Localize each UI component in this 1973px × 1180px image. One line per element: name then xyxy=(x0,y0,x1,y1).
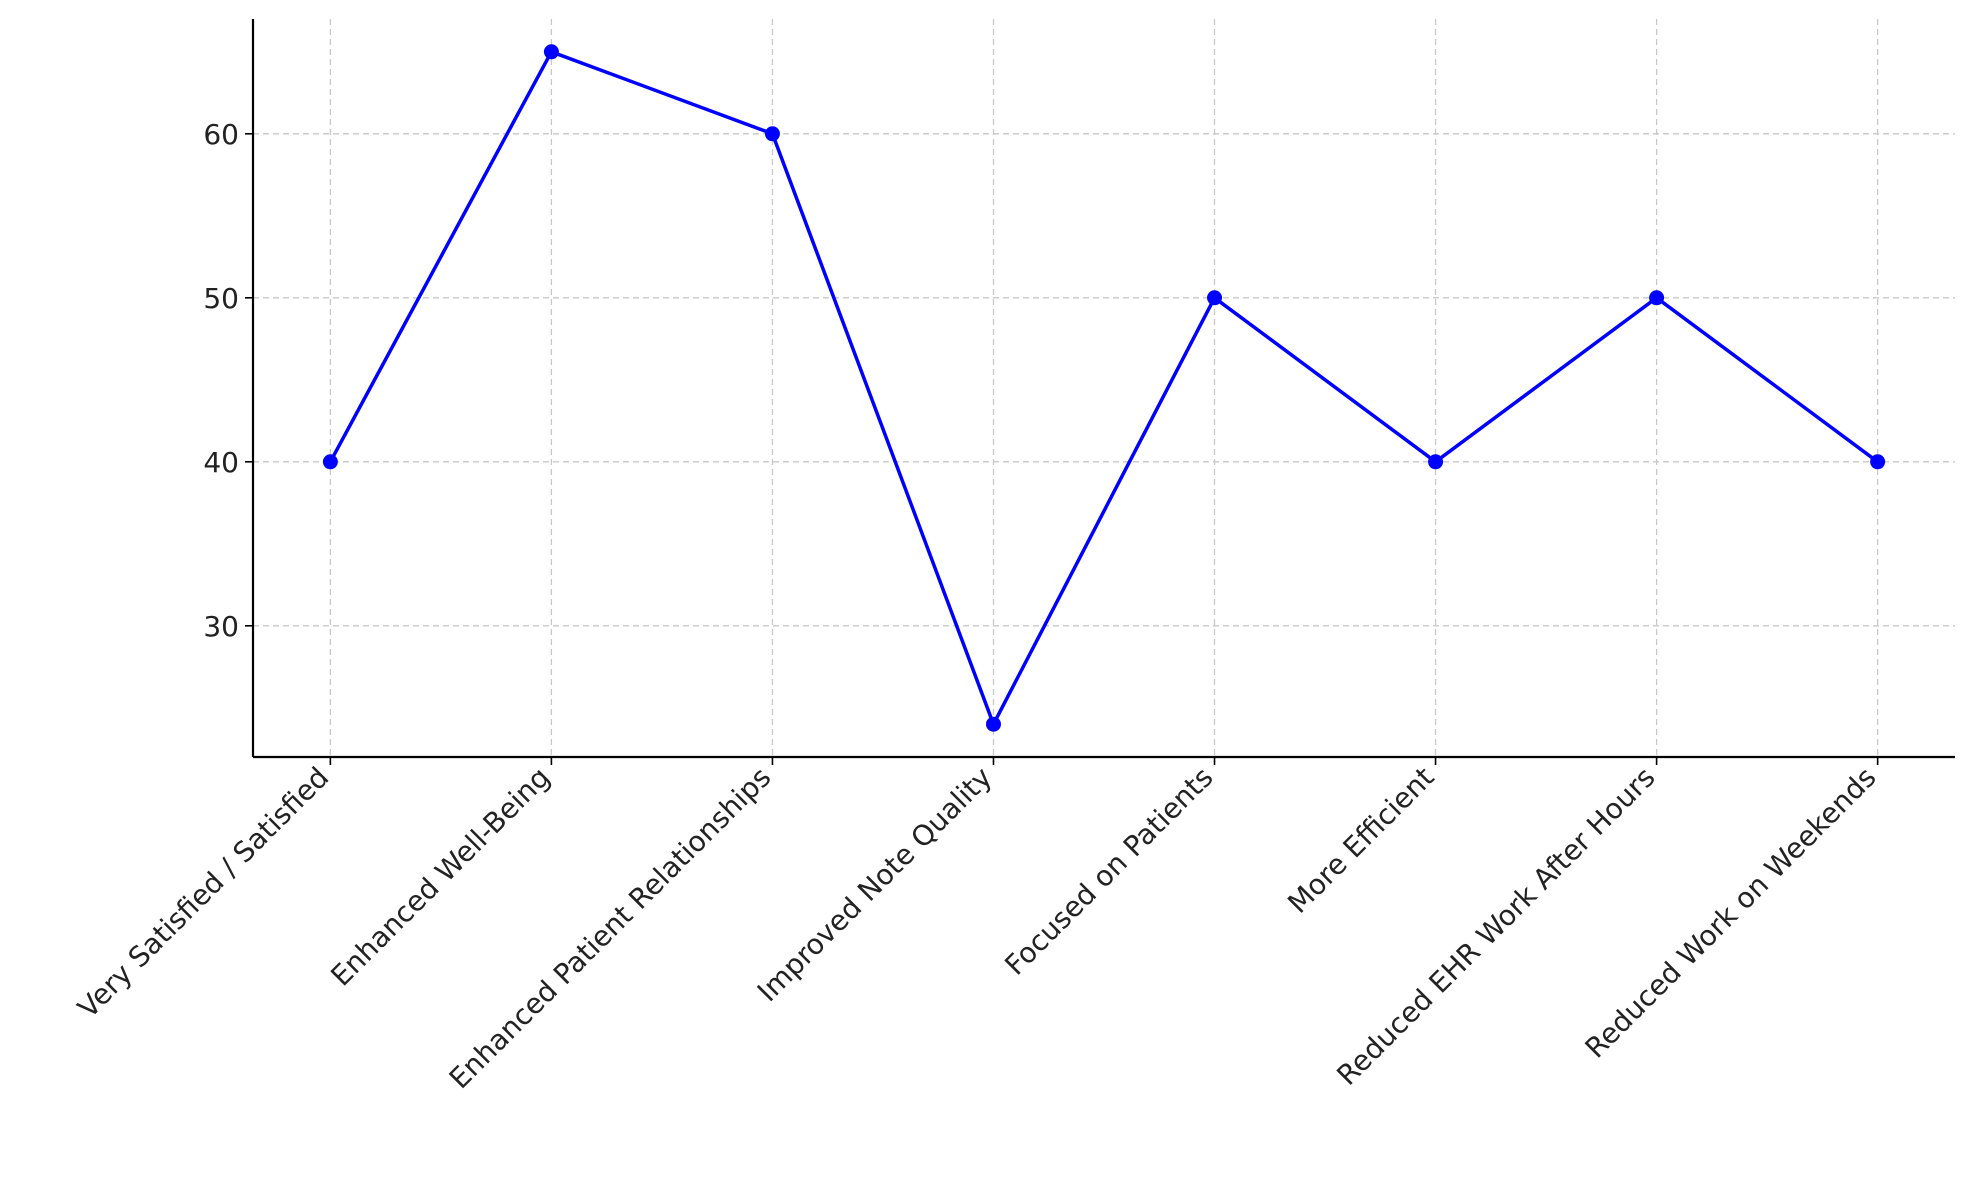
line xyxy=(328,50,1879,726)
grid xyxy=(253,19,1955,757)
x-tick-label: More Efficient xyxy=(1281,761,1440,920)
point xyxy=(1428,454,1444,470)
point xyxy=(985,716,1001,732)
x-tick-label: Enhanced Well-Being xyxy=(324,761,556,993)
y-tick-label: 40 xyxy=(203,446,239,479)
point xyxy=(1207,290,1223,306)
x-tick-label: Improved Note Quality xyxy=(751,761,999,1009)
point xyxy=(1649,290,1665,306)
y-tick-label: 60 xyxy=(203,118,239,151)
point xyxy=(1870,454,1886,470)
labels: 30 40 50 60 Very Satisfied / SatisfiedEnhanc… xyxy=(71,118,1882,1095)
y-tick-label: 50 xyxy=(203,282,239,315)
x-tick-label: Focused on Patients xyxy=(998,761,1219,982)
x-tick-label: Very Satisfied / Satisfied xyxy=(71,761,335,1025)
marks xyxy=(322,44,1886,732)
y-tick-label: 30 xyxy=(203,610,239,643)
point xyxy=(322,454,338,470)
point xyxy=(543,44,559,60)
point xyxy=(764,126,780,142)
